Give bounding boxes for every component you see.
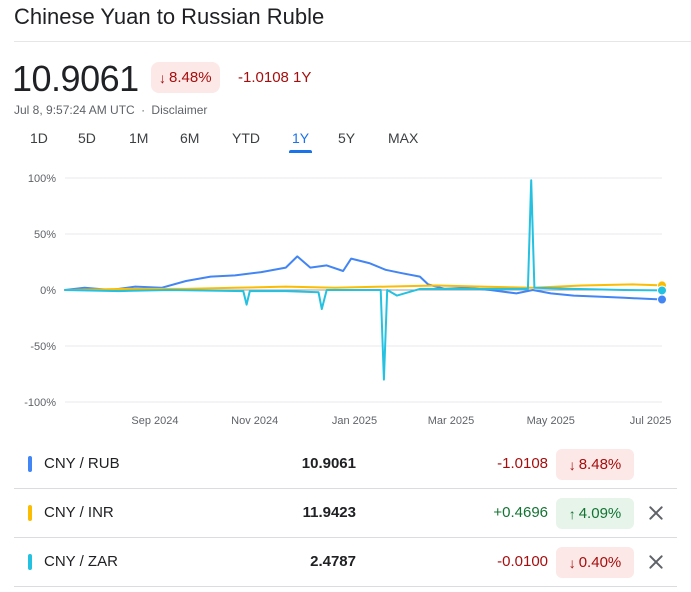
- comparison-row-rub[interactable]: CNY / RUB 10.9061 -1.0108 ↓ 8.48%: [14, 440, 677, 489]
- tab-1m[interactable]: 1M: [129, 130, 149, 146]
- series-swatch: [28, 456, 32, 472]
- tab-6m[interactable]: 6M: [180, 130, 200, 146]
- y-tick-label: 100%: [28, 173, 56, 185]
- pair-percent-badge: ↓ 8.48%: [556, 449, 634, 480]
- chart-svg: 100% 50% 0% -50% -100% Sep 2024 Nov 2024 Jan 20…: [24, 173, 672, 427]
- pair-percent-badge: ↑ 4.09%: [556, 498, 634, 529]
- comparison-row-zar[interactable]: CNY / ZAR 2.4787 -0.0100 ↓ 0.40%: [14, 538, 677, 587]
- x-tick-label: Nov 2024: [231, 415, 278, 427]
- current-price: 10.9061: [12, 58, 139, 99]
- timestamp-line: Jul 8, 9:57:24 AM UTC · Disclaimer: [14, 103, 207, 117]
- tab-1y[interactable]: 1Y: [288, 124, 313, 153]
- change-absolute: -1.0108 1Y: [238, 69, 312, 86]
- x-tick-label: Sep 2024: [131, 415, 178, 427]
- x-tick-label: Mar 2025: [428, 415, 474, 427]
- arrow-down-icon: ↓: [159, 69, 166, 86]
- page-title: Chinese Yuan to Russian Ruble: [14, 4, 325, 29]
- title-divider: [14, 41, 691, 42]
- pair-value: 11.9423: [302, 504, 356, 521]
- pair-label: CNY / INR: [44, 504, 114, 521]
- pair-delta: -0.0100: [497, 553, 548, 570]
- separator: ·: [141, 103, 146, 117]
- y-tick-label: -50%: [30, 341, 56, 353]
- series-line: [64, 283, 663, 291]
- pair-percent: 0.40%: [578, 554, 622, 571]
- pair-percent-badge: ↓ 0.40%: [556, 547, 634, 578]
- series-line: [64, 179, 663, 381]
- series-end-dot: [657, 294, 667, 305]
- arrow-up-icon: ↑: [568, 505, 576, 522]
- comparison-row-inr[interactable]: CNY / INR 11.9423 +0.4696 ↑ 4.09%: [14, 489, 677, 538]
- tab-ytd[interactable]: YTD: [232, 130, 260, 146]
- pair-value: 2.4787: [310, 553, 356, 570]
- pair-percent: 8.48%: [578, 456, 622, 473]
- change-percent-badge: ↓ 8.48%: [151, 62, 220, 93]
- y-tick-label: 0%: [40, 285, 56, 297]
- series-line: [64, 255, 663, 301]
- tab-5d[interactable]: 5D: [78, 130, 96, 146]
- pair-value: 10.9061: [301, 455, 356, 472]
- change-percent: 8.48%: [169, 69, 212, 86]
- tab-1d[interactable]: 1D: [30, 130, 48, 146]
- pair-label: CNY / ZAR: [44, 553, 118, 570]
- comparison-list: CNY / RUB 10.9061 -1.0108 ↓ 8.48% CNY / …: [14, 440, 677, 587]
- y-tick-label: 50%: [34, 229, 56, 241]
- remove-comparison-close-icon[interactable]: [645, 502, 667, 524]
- timestamp: Jul 8, 9:57:24 AM UTC: [14, 103, 135, 117]
- arrow-down-icon: ↓: [568, 554, 576, 571]
- pair-delta: -1.0108: [497, 455, 548, 472]
- series-swatch: [28, 554, 32, 570]
- disclaimer-link[interactable]: Disclaimer: [151, 103, 208, 117]
- series-swatch: [28, 505, 32, 521]
- tab-max[interactable]: MAX: [388, 130, 419, 146]
- pair-percent: 4.09%: [578, 505, 622, 522]
- arrow-down-icon: ↓: [568, 456, 576, 473]
- y-tick-label: -100%: [24, 397, 56, 409]
- tab-5y[interactable]: 5Y: [338, 130, 356, 146]
- remove-comparison-close-icon[interactable]: [645, 551, 667, 573]
- x-tick-label: Jan 2025: [332, 415, 377, 427]
- comparison-chart[interactable]: 100% 50% 0% -50% -100% Sep 2024 Nov 2024 Jan 20…: [0, 160, 691, 432]
- pair-delta: +0.4696: [493, 504, 548, 521]
- x-tick-label: May 2025: [527, 415, 575, 427]
- pair-label: CNY / RUB: [44, 455, 120, 472]
- x-tick-label: Jul 2025: [630, 415, 672, 427]
- series-end-dot: [657, 285, 667, 296]
